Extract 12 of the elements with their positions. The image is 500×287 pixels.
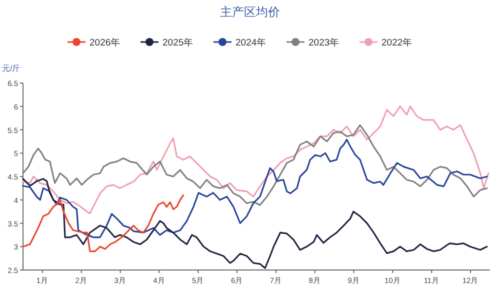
legend-label: 2022年 — [382, 36, 413, 48]
line-series — [22, 106, 490, 214]
legend-label: 2025年 — [162, 36, 194, 48]
legend-label: 2023年 — [308, 36, 340, 48]
legend-label: 2026年 — [90, 36, 121, 48]
line-series — [22, 124, 488, 206]
line-series — [22, 138, 488, 238]
chart-title: 主产区均价 — [220, 5, 280, 19]
line-series — [22, 194, 184, 252]
y-axis-title: 元/斤 — [2, 64, 20, 73]
line-series — [22, 178, 488, 269]
legend-label: 2024年 — [236, 36, 267, 48]
